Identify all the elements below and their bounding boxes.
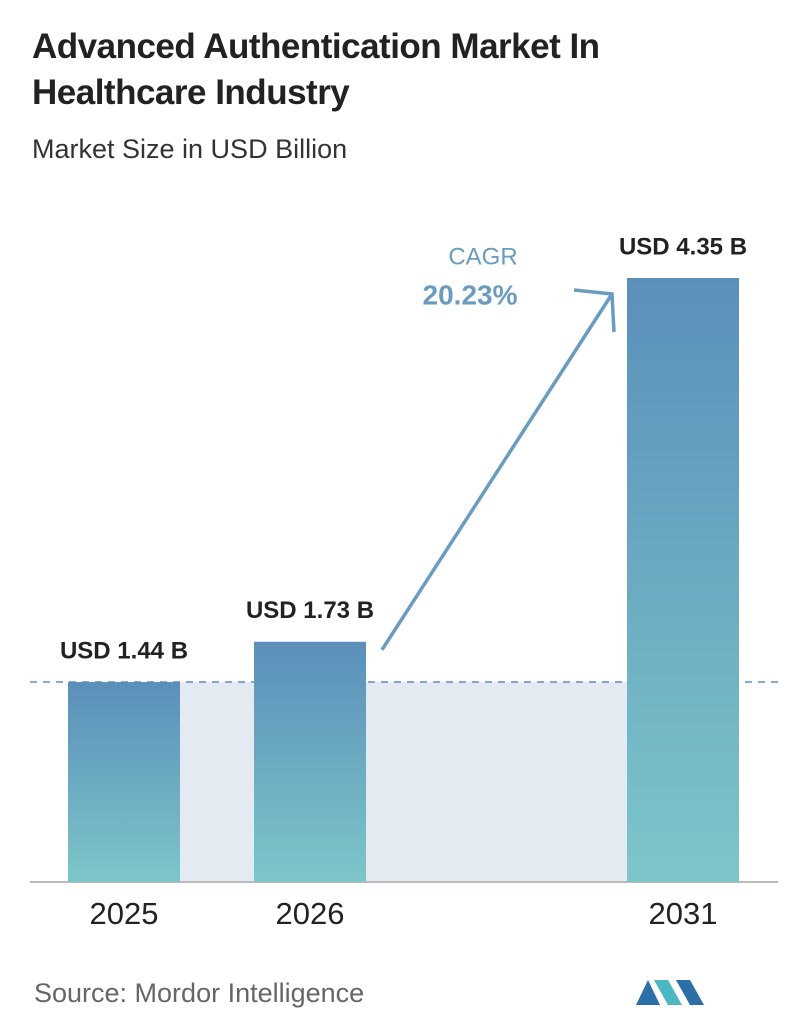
- cagr-arrowhead: [573, 288, 616, 333]
- chart-title: Advanced Authentication Market In Health…: [32, 27, 600, 112]
- bar: [627, 278, 739, 882]
- cagr-value: 20.23%: [423, 279, 518, 310]
- value-label: USD 1.73 B: [246, 597, 374, 624]
- x-tick-label: 2025: [90, 896, 159, 931]
- cagr-label: CAGR: [448, 243, 517, 270]
- source: Source: Mordor Intelligence: [34, 978, 365, 1008]
- chart-subtitle: Market Size in USD Billion: [32, 134, 348, 164]
- cagr-arrow: [380, 293, 614, 651]
- x-tick-label: 2026: [276, 896, 345, 931]
- logo: [636, 980, 704, 1005]
- bar: [254, 641, 366, 882]
- value-label: USD 4.35 B: [619, 233, 747, 260]
- x-tick-label: 2031: [649, 896, 718, 931]
- value-label: USD 1.44 B: [60, 637, 188, 664]
- bar: [68, 682, 180, 882]
